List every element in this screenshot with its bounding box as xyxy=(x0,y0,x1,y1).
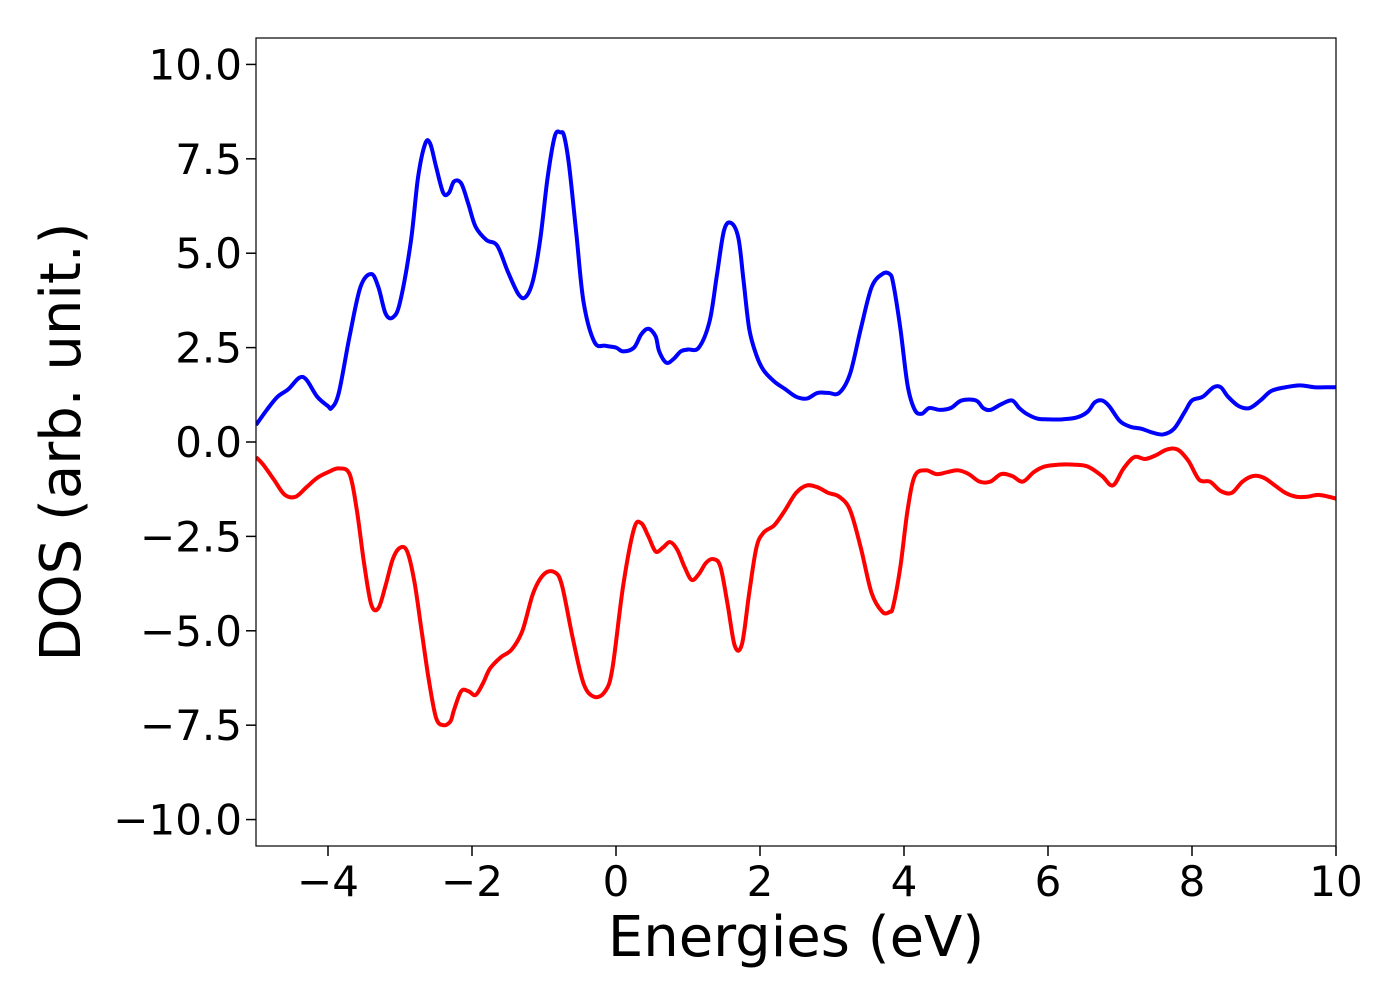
x-tick-label: 4 xyxy=(891,857,918,906)
y-tick-label: 7.5 xyxy=(175,135,242,184)
plot-area xyxy=(256,129,1336,728)
plot-frame xyxy=(255,37,1337,847)
x-tick-label: 0 xyxy=(603,857,630,906)
y-tick-label: −5.0 xyxy=(140,607,242,656)
series-line-lower xyxy=(256,446,1336,728)
series-line-upper xyxy=(256,129,1336,437)
y-tick-label: 10.0 xyxy=(148,40,242,89)
x-axis-ticks: −4 −2 0 2 4 6 8 10 xyxy=(297,846,1363,906)
y-tick-label: 2.5 xyxy=(175,324,242,373)
x-tick-label: 6 xyxy=(1035,857,1062,906)
y-tick-label: −10.0 xyxy=(113,796,242,845)
y-tick-label: 0.0 xyxy=(175,418,242,467)
y-tick-label: 5.0 xyxy=(175,229,242,278)
x-tick-label: 8 xyxy=(1179,857,1206,906)
y-tick-label: −7.5 xyxy=(140,701,242,750)
y-tick-label: −2.5 xyxy=(140,512,242,561)
x-tick-label: −4 xyxy=(297,857,359,906)
x-tick-label: 2 xyxy=(747,857,774,906)
x-axis-label: Energies (eV) xyxy=(608,905,984,970)
x-tick-label: −2 xyxy=(441,857,503,906)
x-tick-label: 10 xyxy=(1309,857,1362,906)
y-axis-ticks: 10.0 7.5 5.0 2.5 0.0 −2.5 −5.0 −7.5 −10.0 xyxy=(113,40,256,845)
y-axis-label: DOS (arb. unit.) xyxy=(29,222,94,661)
